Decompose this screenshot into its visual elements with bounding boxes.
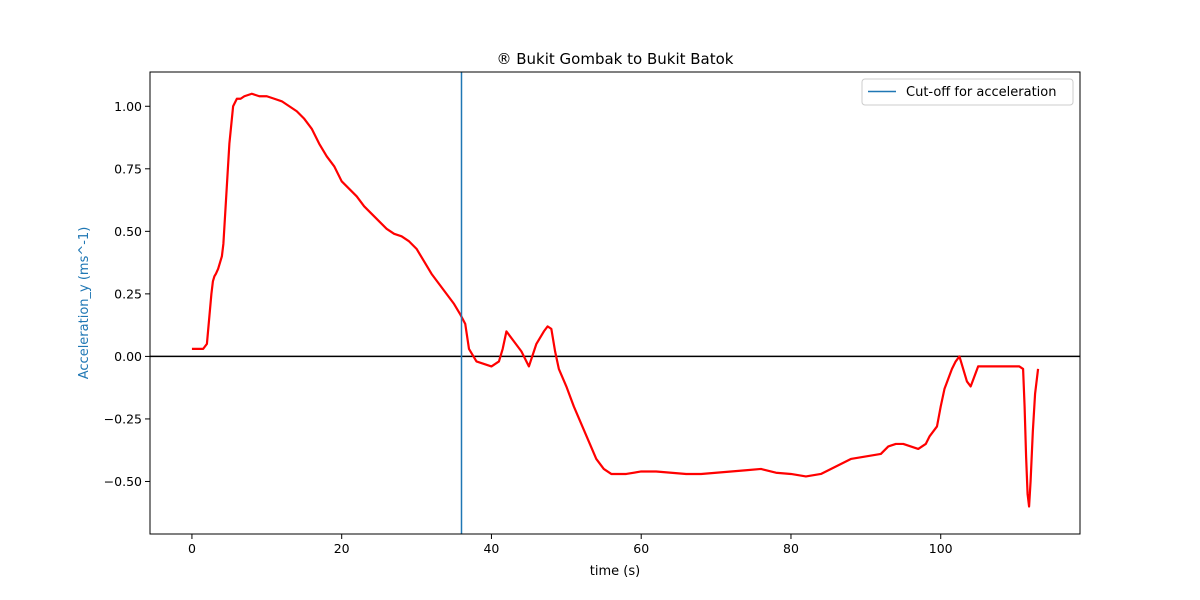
y-tick-label: 0.00 — [114, 349, 142, 364]
x-tick-label: 0 — [188, 541, 196, 556]
y-tick-label: 0.50 — [114, 224, 142, 239]
x-tick-label: 100 — [929, 541, 953, 556]
legend: Cut-off for acceleration — [861, 78, 1074, 106]
chart-title: ® Bukit Gombak to Bukit Batok — [496, 50, 733, 68]
y-tick-label: 0.25 — [114, 286, 142, 301]
legend-label-cutoff: Cut-off for acceleration — [906, 85, 1056, 100]
y-tick-label: 0.75 — [114, 161, 142, 176]
plot-area — [149, 71, 1081, 535]
y-axis: −0.50 −0.25 0.00 0.25 0.50 0.75 1.00 — [104, 99, 150, 489]
x-tick-label: 20 — [334, 541, 350, 556]
y-tick-label: −0.50 — [104, 474, 142, 489]
x-axis: 0 20 40 60 80 100 — [188, 534, 953, 556]
y-axis-title: Acceleration_y (ms^-1) — [77, 227, 92, 380]
plot-frame — [149, 71, 1081, 535]
legend-box — [861, 78, 1074, 106]
y-tick-label: −0.25 — [104, 411, 142, 426]
series-line-acceleration — [191, 92, 1040, 508]
x-tick-label: 40 — [483, 541, 499, 556]
series-layer — [191, 92, 1040, 508]
y-tick-label: 1.00 — [114, 99, 142, 114]
x-tick-label: 80 — [783, 541, 799, 556]
x-tick-label: 60 — [633, 541, 649, 556]
x-axis-title: time (s) — [590, 564, 640, 579]
